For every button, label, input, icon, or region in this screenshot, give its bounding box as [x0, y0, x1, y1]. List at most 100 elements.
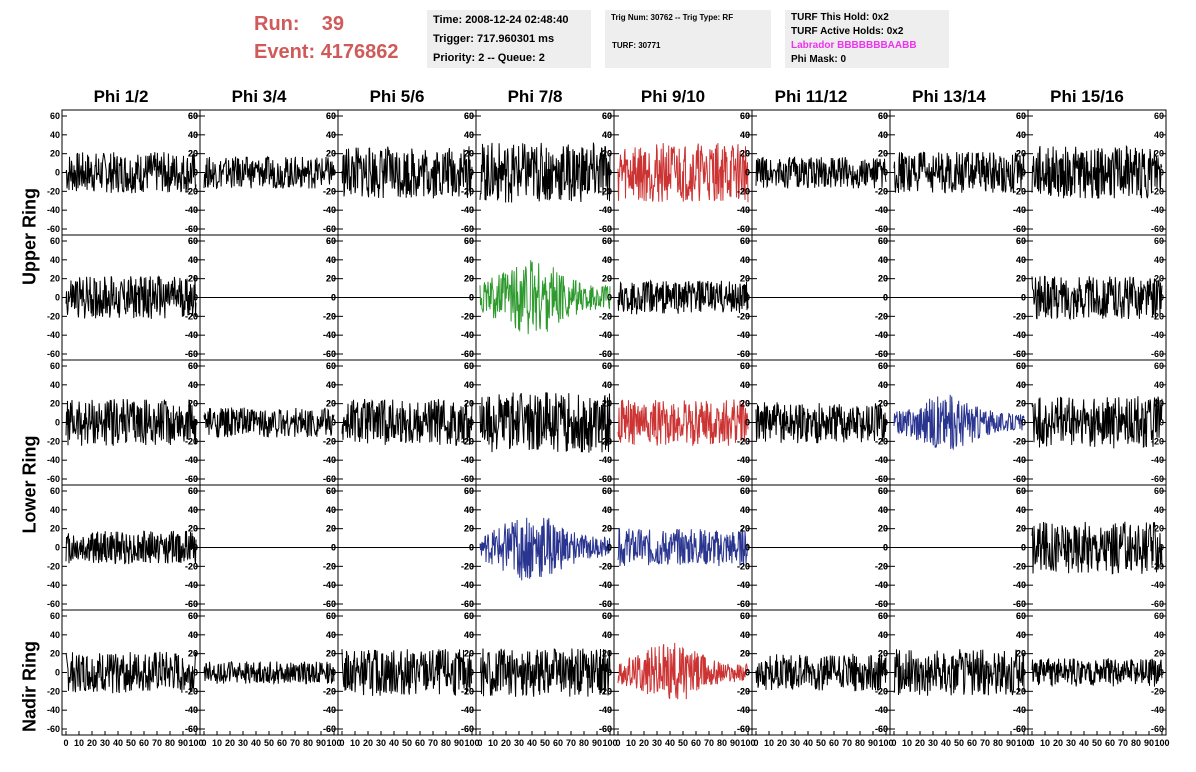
y-tick-label: -40	[875, 705, 888, 715]
y-tick-label-right: 60	[878, 486, 888, 496]
y-tick-label: -20	[323, 686, 336, 696]
y-tick-label: 0	[1021, 418, 1026, 428]
y-tick-label: 0	[331, 543, 336, 553]
x-tick-label: 0	[891, 738, 896, 748]
y-tick-label: 0	[55, 168, 60, 178]
y-tick-label: 20	[188, 149, 198, 159]
x-tick-label: 70	[1118, 738, 1128, 748]
y-tick-label-right: -40	[323, 455, 336, 465]
y-tick-label-right: -60	[185, 724, 198, 734]
y-tick-label-right: 40	[188, 380, 198, 390]
y-tick-label: 60	[740, 486, 750, 496]
y-tick-label: -20	[737, 311, 750, 321]
x-tick-label: 100	[602, 738, 617, 748]
x-tick-label: 70	[980, 738, 990, 748]
y-tick-label-right: -40	[737, 705, 750, 715]
y-tick-label-right: -60	[737, 724, 750, 734]
y-tick-label: -60	[323, 724, 336, 734]
y-tick-label: 40	[188, 255, 198, 265]
waveform-series	[1031, 521, 1163, 575]
y-tick-label: -60	[875, 224, 888, 234]
y-tick-label: 40	[740, 255, 750, 265]
y-tick-label-right: -40	[1013, 330, 1026, 340]
phi-mask: Phi Mask: 0	[791, 54, 847, 65]
y-tick-label: 0	[193, 168, 198, 178]
waveform-series	[617, 527, 749, 567]
y-tick-label-right: -20	[461, 561, 474, 571]
y-tick-label: 60	[464, 611, 474, 621]
y-tick-label: 40	[740, 130, 750, 140]
turf-text: TURF: 30771	[612, 41, 661, 50]
y-tick-label-right: 20	[188, 524, 198, 534]
x-tick-label: 70	[704, 738, 714, 748]
x-tick-label: 70	[428, 738, 438, 748]
y-tick-label: -40	[461, 705, 474, 715]
y-tick-label: 0	[55, 293, 60, 303]
waveform-series	[203, 155, 335, 190]
y-tick-label: 20	[50, 399, 60, 409]
x-tick-label: 60	[415, 738, 425, 748]
y-tick-label-right: 40	[1016, 630, 1026, 640]
waveform-series	[617, 642, 749, 700]
y-tick-label: 20	[50, 149, 60, 159]
y-tick-label-right: -20	[185, 436, 198, 446]
y-tick-label-right: 60	[188, 236, 198, 246]
y-tick-label-right: 40	[878, 380, 888, 390]
y-tick-label: 40	[740, 630, 750, 640]
y-tick-label-right: 40	[1154, 130, 1164, 140]
y-tick-label: 0	[331, 168, 336, 178]
y-tick-label-right: 60	[1016, 611, 1026, 621]
y-tick-label-right: 40	[1016, 255, 1026, 265]
x-tick-label: 30	[652, 738, 662, 748]
y-tick-label-right: -60	[1013, 224, 1026, 234]
y-tick-label-right: -20	[599, 186, 612, 196]
waveform-series	[1031, 396, 1163, 449]
y-tick-label-right: 60	[464, 611, 474, 621]
y-tick-label: -20	[1013, 186, 1026, 196]
waveform-series	[755, 402, 887, 444]
y-tick-label: -20	[599, 561, 612, 571]
y-tick-label: 20	[464, 524, 474, 534]
y-tick-label: 60	[878, 236, 888, 246]
x-tick-label: 0	[201, 738, 206, 748]
y-tick-label-right: 60	[602, 486, 612, 496]
y-tick-label-right: 20	[1154, 649, 1164, 659]
y-tick-label: 0	[607, 668, 612, 678]
x-tick-label: 50	[540, 738, 550, 748]
x-tick-label: 20	[915, 738, 925, 748]
y-tick-label: -60	[599, 224, 612, 234]
y-tick-label: -40	[737, 705, 750, 715]
turf-active-holds: TURF Active Holds: 0x2	[791, 26, 904, 37]
y-tick-label: 60	[188, 111, 198, 121]
waveform-series	[1031, 657, 1163, 687]
y-tick-label: -40	[323, 580, 336, 590]
y-tick-label: -20	[461, 686, 474, 696]
y-tick-label: 20	[1016, 399, 1026, 409]
y-tick-label-right: -40	[1151, 205, 1164, 215]
y-tick-label: 60	[188, 611, 198, 621]
y-tick-label-right: 20	[740, 399, 750, 409]
y-tick-label-right: 40	[326, 630, 336, 640]
y-tick-label: 40	[188, 380, 198, 390]
y-tick-label-right: -20	[185, 561, 198, 571]
y-tick-label: -20	[737, 436, 750, 446]
waveform-series	[65, 398, 197, 446]
y-tick-label-right: 40	[602, 130, 612, 140]
y-tick-label-right: -20	[461, 436, 474, 446]
x-tick-label: 50	[264, 738, 274, 748]
x-tick-label: 80	[441, 738, 451, 748]
y-tick-label: -20	[1013, 436, 1026, 446]
y-tick-label-right: 40	[188, 505, 198, 515]
y-tick-label: -60	[47, 724, 60, 734]
x-tick-label: 100	[740, 738, 755, 748]
y-tick-label: -20	[461, 561, 474, 571]
y-tick-label: 40	[878, 630, 888, 640]
y-tick-label-right: 60	[740, 486, 750, 496]
y-tick-label-right: -60	[875, 349, 888, 359]
y-tick-label: 0	[331, 668, 336, 678]
y-tick-label: 20	[602, 149, 612, 159]
y-tick-label: -60	[875, 724, 888, 734]
y-tick-label-right: 40	[1016, 130, 1026, 140]
y-tick-label: 60	[740, 611, 750, 621]
x-tick-label: 20	[639, 738, 649, 748]
